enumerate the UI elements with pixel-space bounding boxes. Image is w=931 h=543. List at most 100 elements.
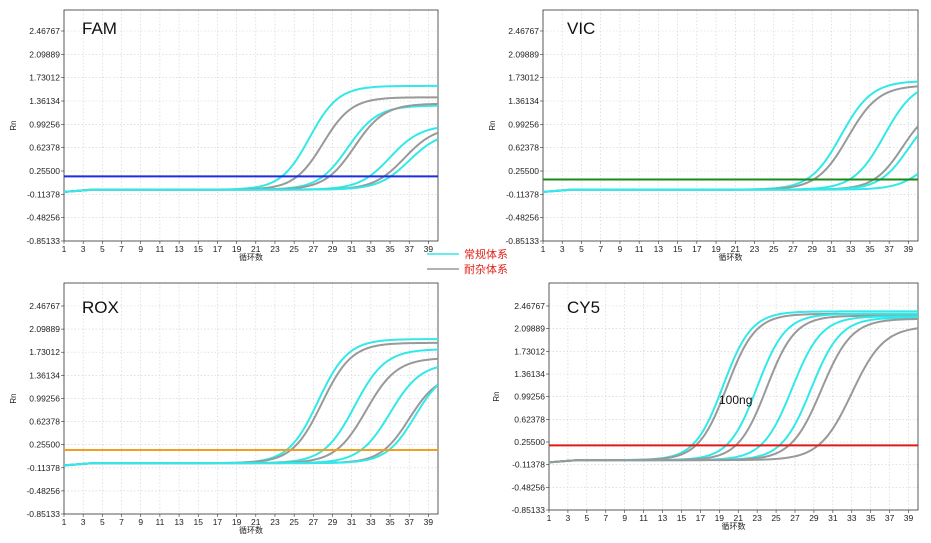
- y-tick-label: 2.09889: [514, 324, 545, 334]
- x-tick-label: 37: [885, 513, 895, 523]
- x-tick-label: 19: [232, 517, 242, 527]
- x-tick-label: 27: [790, 513, 800, 523]
- curves: [64, 84, 438, 193]
- x-tick-label: 25: [289, 244, 299, 254]
- x-tick-label: 39: [424, 244, 434, 254]
- x-tick-label: 27: [788, 244, 798, 254]
- y-tick-label: 0.25500: [29, 440, 60, 450]
- y-tick-label: 0.25500: [508, 166, 539, 176]
- y-tick-label: 1.73012: [29, 73, 60, 83]
- curves: [64, 338, 438, 467]
- amplification-curve: [543, 172, 918, 193]
- x-tick-label: 27: [309, 517, 319, 527]
- x-tick-label: 23: [270, 244, 280, 254]
- x-tick-label: 23: [270, 517, 280, 527]
- x-tick-label: 5: [584, 513, 589, 523]
- y-tick-label: -0.48256: [511, 482, 545, 492]
- y-tick-label: 0.99256: [508, 119, 539, 129]
- x-tick-label: 1: [547, 513, 552, 523]
- y-tick-label: 2.09889: [29, 49, 60, 59]
- x-tick-label: 17: [696, 513, 706, 523]
- chart-title: VIC: [567, 19, 595, 38]
- y-tick-label: -0.11378: [27, 189, 60, 199]
- x-tick-label: 17: [692, 244, 702, 254]
- x-tick-label: 11: [639, 513, 648, 523]
- y-tick-label: 1.36134: [508, 96, 539, 106]
- x-tick-label: 1: [541, 244, 546, 254]
- x-tick-label: 11: [635, 244, 644, 254]
- curves: [543, 80, 918, 193]
- x-tick-label: 33: [847, 513, 857, 523]
- x-tick-label: 19: [715, 513, 725, 523]
- x-tick-label: 29: [809, 513, 819, 523]
- y-tick-label: 2.46767: [29, 301, 60, 311]
- x-tick-label: 13: [174, 244, 184, 254]
- x-tick-label: 15: [677, 513, 687, 523]
- x-tick-label: 29: [807, 244, 817, 254]
- y-tick-label: 0.62378: [29, 417, 60, 427]
- x-tick-label: 31: [347, 517, 357, 527]
- y-tick-label: -0.85133: [26, 236, 60, 246]
- x-tick-label: 7: [119, 517, 124, 527]
- y-tick-label: 2.09889: [29, 324, 60, 334]
- x-tick-label: 5: [100, 517, 105, 527]
- x-tick-label: 25: [289, 517, 299, 527]
- y-axis-label: Rn: [9, 120, 18, 130]
- x-axis-label: 循环数: [719, 252, 743, 262]
- chart-title: ROX: [82, 298, 119, 317]
- y-tick-label: 0.62378: [514, 414, 545, 424]
- y-axis-label: Rn: [492, 391, 501, 401]
- plot-area: [543, 10, 918, 241]
- y-tick-label: 2.09889: [508, 49, 539, 59]
- x-tick-label: 25: [769, 244, 779, 254]
- x-tick-label: 9: [138, 244, 143, 254]
- chart-cy5: 1 3 5 7 9 11 13 15 17 19 21 23 25 27 29 31 33 35 37 392.467…: [492, 282, 919, 531]
- x-tick-label: 33: [846, 244, 856, 254]
- x-tick-label: 23: [750, 244, 760, 254]
- x-tick-label: 13: [658, 513, 668, 523]
- plot-frame: [542, 9, 919, 242]
- x-tick-label: 29: [328, 244, 338, 254]
- x-tick-label: 7: [598, 244, 603, 254]
- x-tick-label: 39: [904, 244, 914, 254]
- x-tick-label: 37: [884, 244, 894, 254]
- x-tick-label: 17: [213, 244, 223, 254]
- y-tick-label: 0.62378: [29, 143, 60, 153]
- x-tick-label: 7: [119, 244, 124, 254]
- x-tick-label: 15: [673, 244, 683, 254]
- y-tick-label: 2.46767: [29, 26, 60, 36]
- y-tick-label: 1.36134: [514, 369, 545, 379]
- x-tick-label: 7: [603, 513, 608, 523]
- y-tick-label: -0.85133: [505, 236, 539, 246]
- x-tick-label: 33: [366, 517, 376, 527]
- y-axis-label: Rn: [488, 120, 497, 130]
- y-tick-label: 0.62378: [508, 143, 539, 153]
- y-tick-label: 1.36134: [29, 96, 60, 106]
- y-tick-label: -0.48256: [26, 213, 60, 223]
- chart-vic: 1 3 5 7 9 11 13 15 17 19 21 23 25 27 29 31 33 35 37 392.467…: [488, 9, 919, 262]
- y-tick-label: -0.48256: [26, 486, 60, 496]
- x-tick-label: 13: [174, 517, 184, 527]
- x-tick-label: 31: [827, 244, 837, 254]
- x-tick-label: 29: [328, 517, 338, 527]
- x-tick-label: 39: [904, 513, 914, 523]
- legend-label: 耐杂体系: [464, 262, 508, 276]
- chart-title: CY5: [567, 298, 600, 317]
- x-tick-label: 35: [866, 513, 876, 523]
- x-tick-label: 35: [385, 517, 395, 527]
- x-tick-label: 9: [622, 513, 627, 523]
- y-tick-label: -0.85133: [511, 505, 545, 515]
- amplification-curve: [64, 384, 438, 467]
- annotation-label: 100ng: [719, 393, 752, 407]
- y-tick-label: -0.11378: [506, 189, 539, 199]
- x-tick-label: 1: [62, 244, 67, 254]
- x-tick-label: 11: [155, 244, 164, 254]
- y-tick-label: 0.99256: [514, 392, 545, 402]
- x-tick-label: 3: [566, 513, 571, 523]
- x-tick-label: 19: [232, 244, 242, 254]
- x-tick-label: 15: [194, 244, 204, 254]
- x-tick-label: 13: [654, 244, 664, 254]
- x-axis-label: 循环数: [239, 252, 263, 262]
